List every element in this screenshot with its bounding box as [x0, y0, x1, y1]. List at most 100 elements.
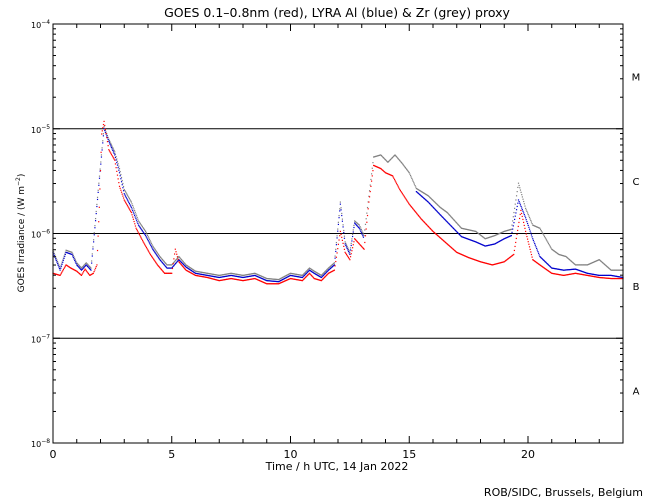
series-point	[453, 228, 455, 230]
series-point	[545, 261, 547, 263]
series-point	[278, 282, 280, 285]
series-point	[131, 208, 133, 210]
series-point	[619, 269, 621, 271]
series-point	[157, 253, 159, 255]
y-axis-label-exponent: −2	[15, 177, 22, 186]
series-point	[132, 206, 134, 208]
series-point	[145, 236, 147, 238]
series-point	[462, 254, 464, 256]
series-point	[592, 275, 594, 278]
series-point	[118, 172, 121, 174]
series-point	[96, 264, 98, 266]
series-point	[306, 270, 308, 272]
series-point	[138, 225, 140, 227]
series-point	[68, 252, 70, 255]
series-point	[494, 234, 496, 237]
series-point	[224, 275, 226, 278]
series-point	[567, 269, 569, 271]
series-point	[448, 214, 450, 216]
series-point	[507, 258, 509, 260]
series-point	[199, 273, 201, 275]
series-point	[324, 272, 326, 275]
series-point	[137, 222, 139, 225]
series-point	[469, 239, 471, 241]
series-point	[446, 220, 448, 223]
series-point	[584, 264, 586, 266]
series-point	[271, 280, 273, 282]
series-point	[600, 274, 602, 276]
series-point	[265, 282, 267, 285]
series-point	[555, 273, 557, 275]
series-point	[85, 269, 87, 271]
series-point	[184, 268, 186, 270]
series-point	[466, 228, 468, 231]
series-point	[257, 279, 259, 281]
series-point	[212, 278, 214, 280]
series-point	[326, 274, 328, 276]
series-point	[320, 274, 322, 276]
series-point	[461, 236, 463, 238]
series-point	[477, 260, 480, 262]
series-point	[496, 242, 498, 244]
series-point	[585, 272, 587, 274]
series-point	[468, 238, 470, 240]
series-point	[180, 264, 183, 266]
series-point	[247, 279, 249, 281]
series-point	[263, 276, 265, 278]
series-point	[276, 283, 278, 285]
series-point	[563, 274, 565, 276]
series-point	[389, 159, 392, 161]
series-point	[557, 273, 559, 276]
series-point	[145, 234, 147, 237]
series-point	[281, 279, 283, 281]
series-point	[329, 267, 332, 270]
series-point	[332, 270, 334, 272]
series-point	[489, 263, 491, 265]
series-point	[114, 153, 117, 155]
series-point	[200, 273, 203, 275]
series-point	[408, 203, 410, 205]
series-point	[174, 263, 176, 265]
series-point	[219, 279, 221, 282]
series-point	[566, 274, 568, 276]
series-point	[354, 238, 356, 240]
series-point	[515, 195, 518, 197]
series-point	[106, 141, 109, 143]
series-point	[156, 251, 158, 253]
series-point	[576, 264, 579, 266]
series-point	[512, 220, 514, 222]
series-point	[539, 256, 542, 258]
series-point	[348, 250, 350, 252]
series-point	[398, 158, 400, 161]
series-point	[301, 276, 303, 279]
series-point	[442, 208, 444, 210]
series-point	[525, 207, 527, 209]
series-point	[161, 269, 163, 271]
series-point	[118, 169, 120, 171]
series-point	[380, 155, 382, 157]
series-point	[150, 246, 153, 248]
series-point	[415, 191, 417, 193]
series-point	[542, 233, 544, 235]
series-point	[65, 264, 67, 266]
series-point	[520, 212, 523, 215]
series-point	[605, 277, 608, 279]
series-point	[215, 276, 217, 278]
series-point	[435, 209, 437, 212]
series-point	[390, 174, 392, 176]
series-point	[527, 241, 529, 243]
series-point	[53, 253, 55, 255]
series-point	[540, 257, 542, 259]
series-point	[219, 279, 222, 282]
series-point	[413, 209, 415, 211]
series-point	[473, 259, 476, 261]
series-point	[212, 278, 214, 280]
series-point	[240, 276, 242, 278]
series-point	[521, 209, 523, 211]
series-point	[272, 280, 274, 282]
series-point	[358, 242, 360, 244]
series-point	[306, 275, 308, 277]
series-point	[72, 268, 75, 271]
series-point	[93, 271, 95, 273]
series-point	[87, 266, 89, 268]
